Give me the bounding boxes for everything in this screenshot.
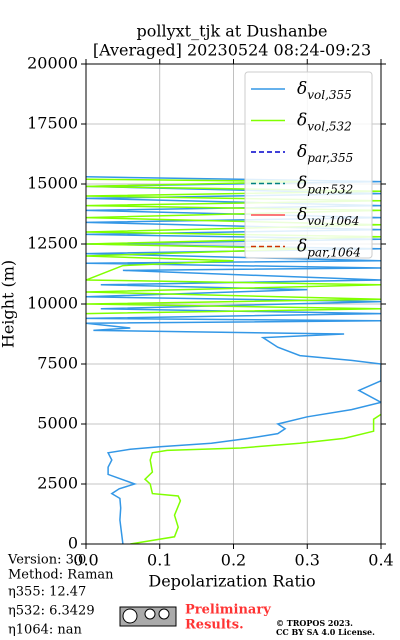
y-tick-label: 20000 <box>27 54 78 73</box>
legend-symbol: δ <box>297 110 307 130</box>
y-tick-label: 10000 <box>27 294 78 313</box>
legend-symbol: δ <box>297 173 307 193</box>
legend-symbol: δ <box>297 205 307 225</box>
legend-label: δvol,355 <box>297 79 352 102</box>
x-tick-label: 0.4 <box>368 551 393 570</box>
x-tick-label: 0.0 <box>73 551 98 570</box>
chart-title: pollyxt_tjk at Dushanbe <box>136 22 327 41</box>
legend-symbol: δ <box>297 142 307 162</box>
legend-sub: par,355 <box>307 151 353 165</box>
y-tick-label: 15000 <box>27 174 78 193</box>
info: η355: 12.47 <box>8 585 86 600</box>
legend-label: δpar,532 <box>297 173 353 196</box>
y-tick-label: 2500 <box>37 474 78 493</box>
license: © TROPOS 2023. <box>276 618 353 628</box>
x-axis-label: Depolarization Ratio <box>148 572 315 591</box>
x-tick-label: 0.3 <box>295 551 320 570</box>
y-axis-label: Height (m) <box>0 260 18 348</box>
legend-sub: vol,532 <box>307 119 352 133</box>
info: η532: 6.3429 <box>8 604 95 619</box>
legend-sub: vol,355 <box>307 88 352 102</box>
y-tick-label: 17500 <box>27 114 78 133</box>
y-tick-label: 12500 <box>27 234 78 253</box>
y-tick-label: 0 <box>68 534 78 553</box>
legend-box <box>244 71 373 259</box>
profile-line <box>86 176 381 544</box>
legend-label: δvol,1064 <box>297 205 359 228</box>
legend-sub: par,1064 <box>307 245 361 259</box>
profile-line <box>86 178 381 544</box>
x-tick-label: 0.1 <box>147 551 172 570</box>
legend-symbol: δ <box>297 236 307 256</box>
info: Version: 3.0 <box>7 553 86 568</box>
notice: Results. <box>185 618 244 633</box>
info: η1064: nan <box>8 623 83 638</box>
legend-label: δvol,532 <box>297 110 352 133</box>
legend-label: δpar,355 <box>297 142 353 165</box>
cc-logo <box>119 606 177 627</box>
plot-frame <box>85 63 382 545</box>
info: Method: Raman <box>8 568 114 583</box>
license: CC BY SA 4.0 License. <box>276 627 375 637</box>
y-tick-label: 7500 <box>37 354 78 373</box>
y-tick-label: 5000 <box>37 414 78 433</box>
notice: Preliminary <box>185 603 271 618</box>
chart-subtitle: [Averaged] 20230524 08:24-09:23 <box>93 41 371 60</box>
x-tick-label: 0.2 <box>221 551 246 570</box>
legend-symbol: δ <box>297 79 307 99</box>
legend-sub: vol,1064 <box>307 214 359 228</box>
legend-label: δpar,1064 <box>297 236 361 259</box>
legend-sub: par,532 <box>307 182 353 196</box>
